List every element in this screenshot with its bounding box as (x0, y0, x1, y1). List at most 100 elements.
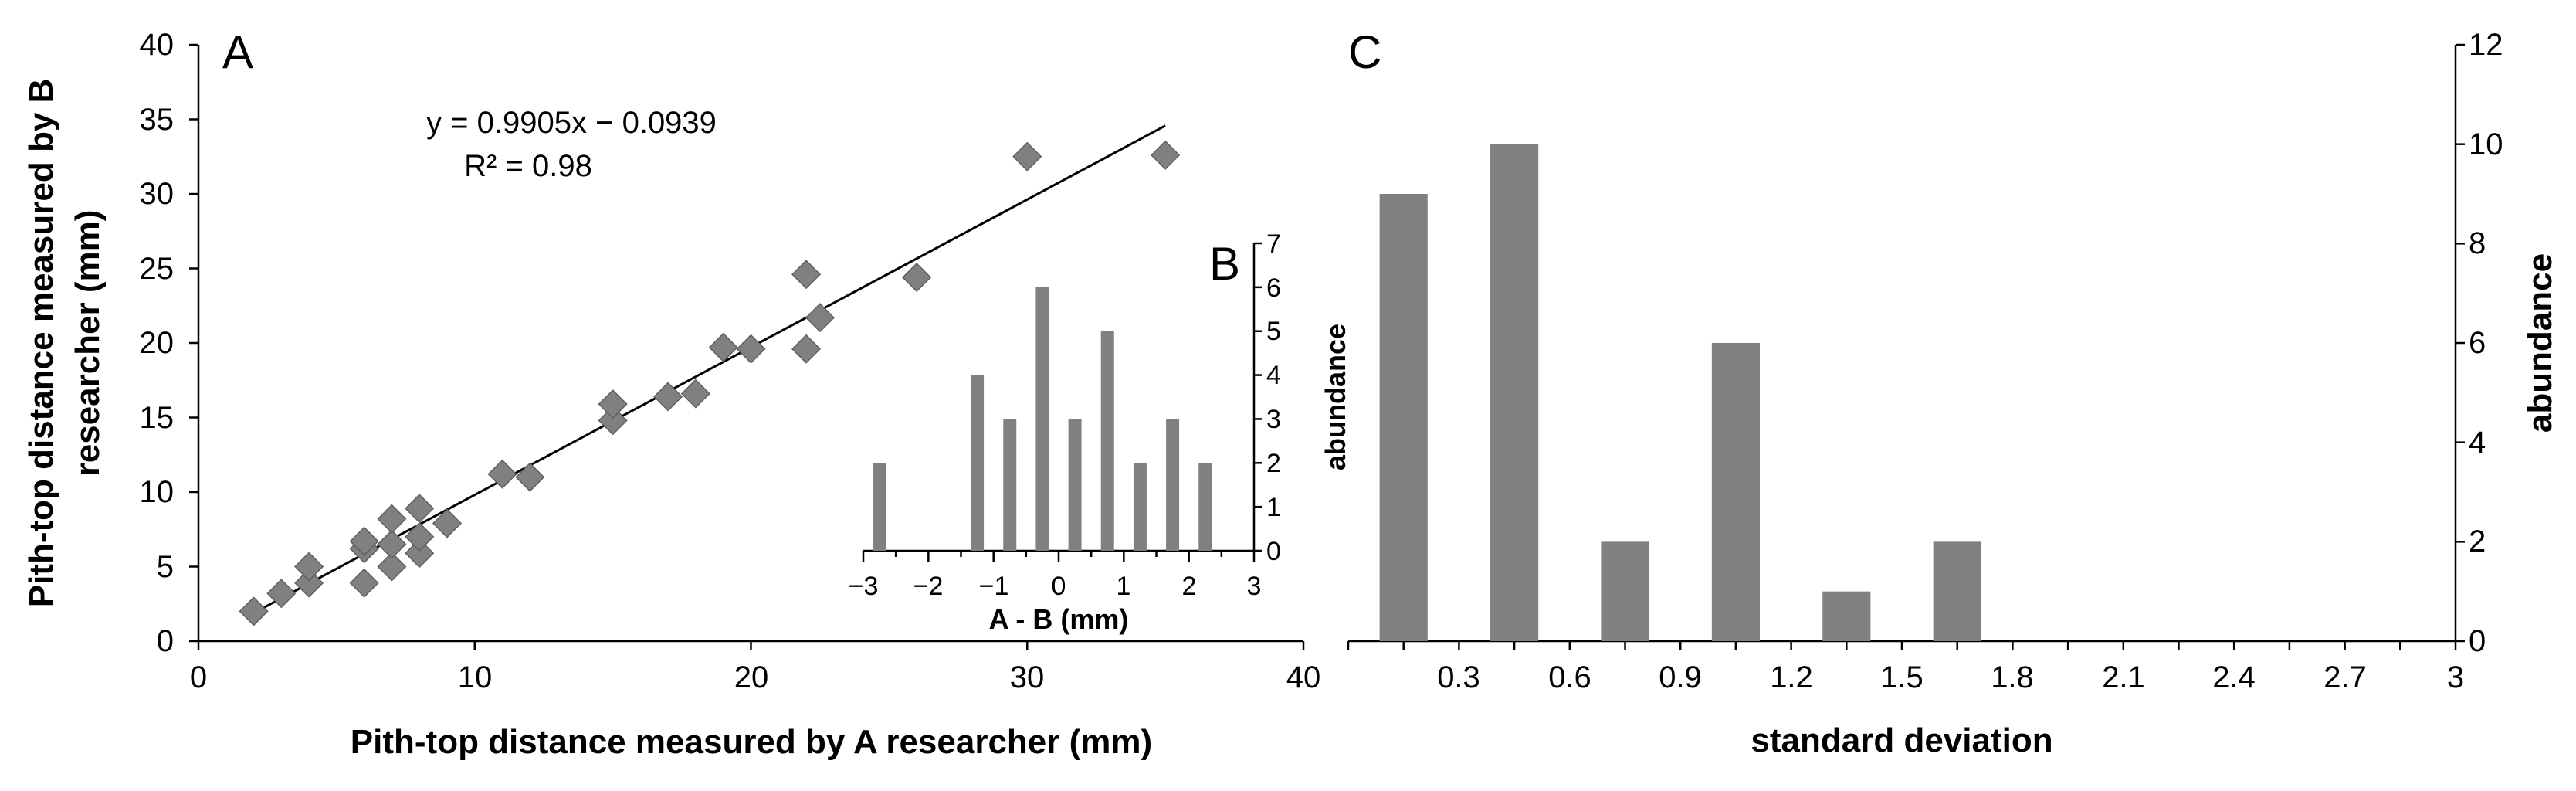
panel-a-points (239, 140, 1181, 626)
panel-a-point (405, 538, 435, 569)
panel-a-point (377, 529, 407, 559)
panel-b-y-tick-label: 1 (1266, 493, 1281, 522)
panel-a-y-tick-label: 0 (157, 624, 174, 658)
panel-a-point (680, 379, 711, 409)
panel-c-ticks (1347, 43, 2465, 650)
panel-c-x-tick-label: 0.3 (1437, 660, 1480, 694)
panel-c-x-tick-label: 2.4 (2212, 660, 2256, 694)
panel-a-point (653, 382, 683, 412)
panel-a-x-tick-label: 20 (734, 660, 769, 694)
panel-a-y-tick-label: 25 (140, 252, 175, 286)
panel-a-point (294, 552, 324, 582)
panel-c-x-tick-label: 2.1 (2102, 660, 2145, 694)
panel-c-x-tick-label: 3 (2447, 660, 2464, 694)
panel-b-x-tick-labels: −3 −2 −1 0 1 2 3 (849, 572, 1262, 601)
panel-b-bar (1035, 287, 1049, 551)
panel-b-y-axis-title: abundance (1320, 324, 1351, 470)
panel-a-point (349, 526, 379, 556)
panel-c-y-tick-labels: 0 2 4 6 8 10 12 (2469, 28, 2503, 658)
panel-c-bar (1822, 591, 1871, 641)
panel-b-y-tick-label: 0 (1266, 537, 1281, 566)
panel-a-point (349, 568, 379, 598)
panel-b-x-tick-label: 3 (1247, 572, 1262, 601)
panel-b-y-tick-label: 5 (1266, 317, 1281, 346)
panel-c-bar (1379, 194, 1428, 641)
panel-b-bar (1003, 419, 1017, 551)
panel-a-y-tick-labels: 0 5 10 15 20 25 30 35 40 (140, 28, 175, 658)
panel-b-y-tick-label: 3 (1266, 405, 1281, 434)
panel-c: C 0 2 4 6 8 10 12 0.3 0.6 0.9 1.2 1.5 1.… (1347, 26, 2559, 759)
panel-a-point (515, 462, 545, 492)
panel-c-y-tick-label: 10 (2469, 127, 2503, 161)
panel-a-point (377, 504, 407, 534)
panel-a-point (377, 552, 407, 582)
panel-b-x-tick-label: 0 (1052, 572, 1066, 601)
panel-c-x-tick-labels: 0.3 0.6 0.9 1.2 1.5 1.8 2.1 2.4 2.7 3 (1437, 660, 2464, 694)
panel-a-x-tick-label: 10 (458, 660, 493, 694)
panel-a-point (791, 260, 822, 290)
panel-a-y-axis-title-line1: Pith-top distance measured by B (22, 79, 60, 608)
panel-c-bar (1711, 343, 1760, 641)
panel-a-ticks (189, 43, 1305, 650)
panel-b-bar (1166, 419, 1180, 551)
panel-a-point (405, 521, 435, 552)
panel-a-y-tick-label: 10 (140, 475, 175, 509)
panel-a-x-tick-label: 30 (1010, 660, 1045, 694)
panel-b-x-tick-label: −1 (979, 572, 1009, 601)
panel-a-point (432, 508, 463, 538)
panel-a: A 0 5 10 15 20 25 30 35 40 0 10 20 30 40… (22, 26, 1320, 761)
panel-a-y-tick-label: 15 (140, 401, 175, 435)
panel-a-point (487, 459, 517, 489)
panel-b-bars (873, 287, 1212, 551)
panel-a-point (598, 406, 628, 436)
panel-b-bar (1133, 463, 1147, 551)
panel-c-bar (1933, 541, 1981, 641)
panel-b-ticks (862, 242, 1262, 562)
panel-a-point (294, 568, 324, 598)
panel-c-y-tick-label: 12 (2469, 28, 2503, 62)
panel-c-y-tick-label: 4 (2469, 426, 2486, 460)
panel-b-y-tick-label: 7 (1266, 229, 1281, 259)
panel-a-point (598, 389, 628, 419)
panel-b-x-tick-label: −2 (913, 572, 944, 601)
panel-b-y-tick-label: 6 (1266, 273, 1281, 303)
panel-a-point (266, 579, 297, 609)
panel-b: B 0 1 2 3 4 5 6 7 −3 −2 −1 0 1 2 3 A - B… (849, 229, 1351, 635)
panel-a-r-squared: R² = 0.98 (464, 149, 592, 183)
panel-c-x-tick-label: 1.2 (1770, 660, 1813, 694)
panel-a-x-axis-title: Pith-top distance measured by A research… (351, 723, 1152, 761)
panel-a-y-tick-label: 40 (140, 28, 175, 62)
panel-c-y-tick-label: 6 (2469, 326, 2486, 360)
panel-a-trendline (253, 124, 1166, 614)
panel-c-x-tick-label: 1.8 (1991, 660, 2034, 694)
panel-b-y-tick-labels: 0 1 2 3 4 5 6 7 (1266, 229, 1281, 566)
panel-c-label: C (1348, 26, 1381, 78)
panel-b-x-tick-label: −3 (849, 572, 879, 601)
panel-c-y-axis-title: abundance (2521, 253, 2559, 433)
panel-c-x-tick-label: 1.5 (1880, 660, 1924, 694)
panel-b-bar (971, 375, 985, 551)
panel-c-x-tick-label: 0.9 (1659, 660, 1702, 694)
panel-c-y-tick-label: 2 (2469, 525, 2486, 558)
panel-a-label: A (222, 26, 253, 78)
panel-a-y-tick-label: 30 (140, 177, 175, 211)
panel-c-y-tick-label: 0 (2469, 624, 2486, 658)
panel-c-x-tick-label: 0.6 (1548, 660, 1591, 694)
panel-b-bar (873, 463, 886, 551)
panel-a-y-axis-title-line2: researcher (mm) (69, 210, 107, 477)
panel-c-x-tick-label: 2.7 (2323, 660, 2367, 694)
panel-a-point (736, 334, 766, 364)
panel-a-y-tick-label: 35 (140, 103, 175, 137)
panel-c-bars (1379, 144, 1981, 641)
panel-b-bar (1100, 331, 1114, 551)
panel-b-label: B (1209, 238, 1240, 290)
panel-a-x-tick-labels: 0 10 20 30 40 (190, 660, 1320, 694)
panel-b-bar (1068, 419, 1082, 551)
panel-b-x-tick-label: 1 (1117, 572, 1131, 601)
panel-a-point (708, 332, 738, 362)
panel-a-point (791, 334, 822, 364)
panel-a-point (239, 596, 269, 626)
panel-b-bar (1198, 463, 1212, 551)
panel-a-point (405, 494, 435, 524)
